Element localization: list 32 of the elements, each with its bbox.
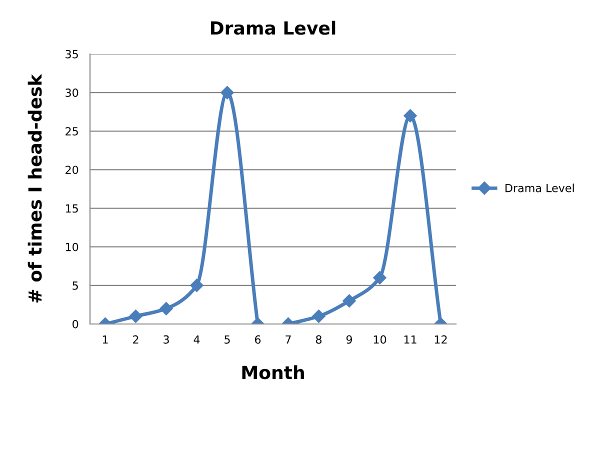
y-tick-label: 10 (66, 242, 78, 252)
point (160, 302, 173, 316)
x-tick-label: 5 (224, 335, 230, 344)
chart-title: Drama Level (211, 20, 336, 35)
y-tick-label: 20 (66, 166, 78, 174)
x-tick-label: 7 (286, 335, 291, 344)
point (373, 271, 386, 284)
y-tick-label: 5 (72, 282, 78, 290)
point (220, 86, 234, 100)
x-tick-label: 1 (102, 335, 108, 344)
point (342, 294, 356, 308)
x-tick-label: 9 (346, 335, 352, 344)
x-tick-label: 6 (254, 335, 261, 344)
y-tick-label: 25 (66, 127, 78, 136)
point (129, 310, 142, 323)
x-tick-label: 10 (374, 335, 386, 344)
y-tick-label: 15 (66, 204, 78, 213)
x-tick-label: 2 (133, 335, 138, 344)
x-tick-label: 12 (434, 335, 447, 344)
x-tick-label: 8 (316, 335, 322, 344)
legend-label: Drama Level (506, 184, 574, 192)
y-tick-label: 30 (66, 88, 78, 97)
point (404, 109, 417, 122)
y-tick-label: 0 (72, 320, 78, 328)
y-axis-title: # of times I head-desk (28, 74, 42, 303)
point (190, 278, 204, 292)
y-tick-label: 35 (66, 50, 78, 58)
x-axis-title: Month (242, 365, 304, 380)
point (312, 310, 326, 323)
x-tick-label: 3 (164, 335, 169, 344)
x-tick-label: 11 (404, 335, 416, 344)
x-tick-label: 4 (194, 335, 200, 344)
